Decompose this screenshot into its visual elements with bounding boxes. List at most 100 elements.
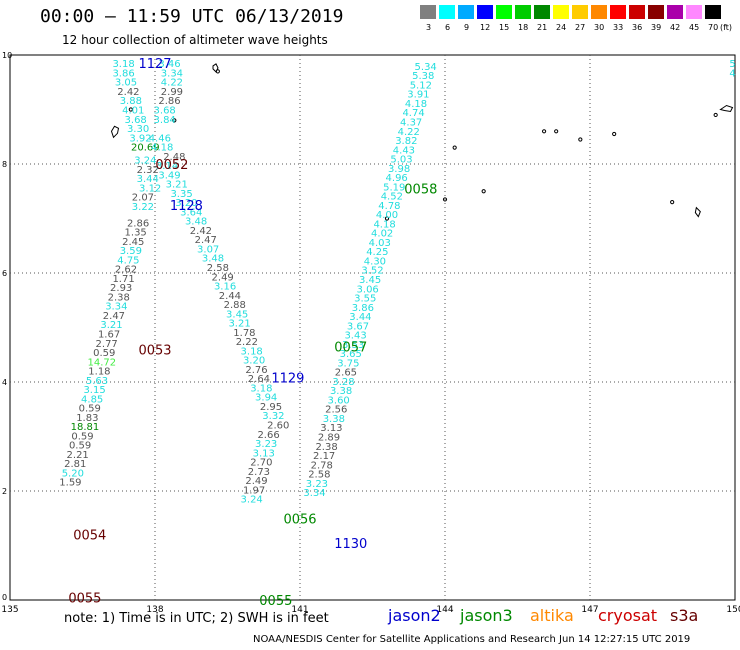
wave-height-value: 2.42 xyxy=(117,87,139,98)
wave-height-value: 3.07 xyxy=(197,244,219,255)
pass-time-label: 1127 xyxy=(138,57,171,72)
scale-swatch xyxy=(534,5,550,19)
wave-height-value: 3.75 xyxy=(337,358,359,369)
wave-height-value: 4.25 xyxy=(366,247,388,258)
satellite-jason2-label: jason2 xyxy=(388,606,441,625)
wave-height-value: 1.71 xyxy=(112,274,134,285)
wave-height-value: 3.60 xyxy=(328,395,350,406)
wave-height-value: 3.43 xyxy=(344,331,366,342)
wave-height-value: 2.58 xyxy=(207,263,229,274)
pass-time-label: 0054 xyxy=(73,529,106,544)
x-tick-label: 141 xyxy=(291,605,308,615)
wave-height-value: 1.83 xyxy=(76,413,98,424)
scale-label: 70 xyxy=(708,23,719,32)
y-tick-label: 2 xyxy=(2,487,7,496)
wave-height-value: 3.15 xyxy=(83,385,105,396)
wave-height-value: 3.32 xyxy=(262,411,284,422)
scale-label: 24 xyxy=(556,23,567,32)
island-outline xyxy=(442,197,448,202)
wave-height-value: 3.18 xyxy=(241,346,263,357)
wave-height-value: 1.78 xyxy=(233,328,255,339)
wave-height-value: 0.59 xyxy=(69,441,91,452)
wave-height-value: 3.64 xyxy=(180,207,202,218)
scale-label: 33 xyxy=(613,23,624,32)
wave-height-value: 5 xyxy=(729,59,735,70)
wave-height-value: 3.91 xyxy=(407,90,429,101)
wave-height-value: 3.22 xyxy=(132,202,154,213)
wave-height-value: 2.89 xyxy=(318,433,340,444)
wave-height-value: 3.48 xyxy=(202,254,224,265)
wave-height-value: 3.53 xyxy=(342,340,364,351)
wave-height-value: 3.44 xyxy=(349,312,371,323)
island-outline xyxy=(212,63,219,73)
scale-swatch xyxy=(572,5,588,19)
wave-height-value: 3.52 xyxy=(361,266,383,277)
wave-height-value: 4.30 xyxy=(364,256,386,267)
y-tick-label: 8 xyxy=(2,160,7,169)
x-tick-label: 135 xyxy=(1,605,18,615)
wave-height-value: 3.88 xyxy=(120,96,142,107)
x-tick-label: 144 xyxy=(436,605,453,615)
pass-time-label: 0056 xyxy=(283,512,316,527)
wave-height-value: 1.97 xyxy=(243,485,265,496)
wave-height-value: 5.38 xyxy=(412,71,434,82)
scale-swatch xyxy=(591,5,607,19)
island-outline xyxy=(719,104,734,113)
pass-time-label: 0053 xyxy=(138,343,171,358)
wave-height-value: 18.81 xyxy=(71,422,100,433)
scale-label: 9 xyxy=(464,23,470,32)
wave-height-value: 2.95 xyxy=(260,402,282,413)
wave-height-value: 0.59 xyxy=(79,404,101,415)
wave-height-value: 4.74 xyxy=(402,108,424,119)
scale-swatch xyxy=(420,5,436,19)
wave-height-value: 2.86 xyxy=(158,96,180,107)
y-tick-label: 6 xyxy=(2,269,7,278)
wave-height-value: 3.24 xyxy=(241,495,263,506)
scale-swatch xyxy=(648,5,664,19)
scale-label: 45 xyxy=(689,23,700,32)
satellite-altika-label: altika xyxy=(530,606,574,625)
wave-height-value: 3.23 xyxy=(306,479,328,490)
wave-height-value: 3.38 xyxy=(330,386,352,397)
island-outline xyxy=(481,189,486,194)
wave-height-value: 2.73 xyxy=(248,467,270,478)
scale-label: 12 xyxy=(480,23,491,32)
satellite-s3a-label: s3a xyxy=(670,606,699,625)
wave-height-value: 2.76 xyxy=(245,365,267,376)
scale-label: 30 xyxy=(594,23,605,32)
wave-height-value: 3.24 xyxy=(134,156,156,167)
y-tick-label: 10 xyxy=(2,51,12,60)
wave-height-value: 2.07 xyxy=(132,193,154,204)
wave-height-value: 4.18 xyxy=(151,143,173,154)
scale-swatch xyxy=(629,5,645,19)
wave-height-value: 2.38 xyxy=(315,442,337,453)
island-outline xyxy=(128,107,133,112)
wave-height-value: 2.93 xyxy=(110,283,132,294)
wave-height-value: 5.34 xyxy=(415,62,437,73)
wave-height-value: 3.34 xyxy=(161,68,183,79)
wave-height-value: 4.46 xyxy=(149,133,171,144)
scale-label: 27 xyxy=(575,23,586,32)
wave-height-value: 0.59 xyxy=(71,431,93,442)
pass-time-label: 0055 xyxy=(259,594,292,609)
wave-height-value: 2.78 xyxy=(311,460,333,471)
wave-height-value: 4.18 xyxy=(373,219,395,230)
wave-height-value: 3.38 xyxy=(323,414,345,425)
island-outline xyxy=(110,125,120,139)
wave-height-value: 3.45 xyxy=(226,309,248,320)
island-outline xyxy=(713,112,718,118)
wave-height-value: 3.94 xyxy=(255,393,277,404)
wave-height-value: 3.13 xyxy=(253,448,275,459)
wave-height-value: 3.86 xyxy=(112,68,134,79)
wave-height-value: 2.88 xyxy=(224,300,246,311)
wave-height-value: 3.49 xyxy=(158,170,180,181)
scale-swatch xyxy=(667,5,683,19)
wave-height-value: 4.01 xyxy=(122,106,144,117)
wave-height-value: 2.22 xyxy=(236,337,258,348)
wave-height-value: 3.20 xyxy=(243,356,265,367)
wave-height-value: 4.75 xyxy=(117,255,139,266)
island-outline xyxy=(384,216,390,221)
y-tick-label: 0 xyxy=(2,593,7,602)
scale-label: 36 xyxy=(632,23,643,32)
wave-height-value: 4 xyxy=(729,68,735,79)
